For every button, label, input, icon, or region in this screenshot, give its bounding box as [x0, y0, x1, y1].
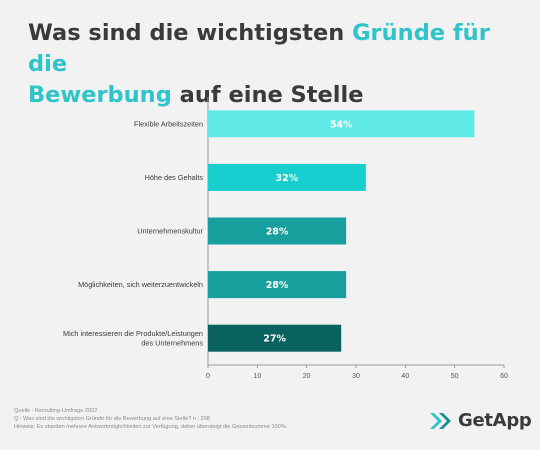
category-label: Höhe des Gehalts [145, 173, 204, 182]
getapp-chevron-icon [430, 412, 451, 429]
title-accent-1: Gründe für die [28, 20, 490, 77]
bar [208, 217, 347, 245]
chart-title: Was sind die wichtigsten Gründe für die B… [28, 18, 518, 111]
bar-value-label: 27% [263, 334, 286, 345]
footer-source: Quelle : Recruiting-Umfrage 2022 [14, 408, 98, 414]
category-label: Möglichkeiten, sich weiterzuentwickeln [78, 280, 203, 289]
footer-question: Q : Was sind die wichtigsten Gründe für … [14, 416, 210, 422]
bar [208, 271, 347, 299]
x-tick-label: 20 [303, 373, 311, 380]
title-accent-2: Bewerbung [28, 82, 172, 108]
bar [208, 163, 366, 191]
bar-value-label: 32% [276, 173, 299, 184]
logo-text: GetApp [458, 410, 532, 431]
bar [208, 324, 342, 352]
bar [208, 110, 475, 138]
category-label: Unternehmenskultur [137, 227, 203, 236]
x-tick-label: 0 [206, 373, 210, 380]
x-tick-label: 10 [253, 373, 261, 380]
bar-chart: 0 10 20 30 40 50 60 54% Flexible Arbeitszeiten 32… [63, 97, 508, 380]
bar-value-label: 54% [330, 119, 353, 130]
getapp-logo: GetApp [428, 410, 532, 431]
x-tick-label: 60 [500, 373, 508, 380]
x-tick-label: 40 [401, 373, 409, 380]
title-part-2: auf eine Stelle [171, 82, 364, 108]
bar-value-label: 28% [266, 227, 289, 238]
category-label: Flexible Arbeitszeiten [134, 119, 203, 128]
chart-footer: Quelle : Recruiting-Umfrage 2022 Q : Was… [14, 407, 287, 431]
bar-value-label: 28% [266, 280, 289, 291]
footer-note: Hinweis: Es standen mehrere Antwortmögli… [14, 424, 288, 430]
x-tick-label: 30 [352, 373, 360, 380]
title-part-1: Was sind die wichtigsten [28, 20, 353, 46]
x-tick-label: 50 [451, 373, 459, 380]
category-label: Mich interessieren die Produkte/Leistung… [63, 329, 203, 348]
